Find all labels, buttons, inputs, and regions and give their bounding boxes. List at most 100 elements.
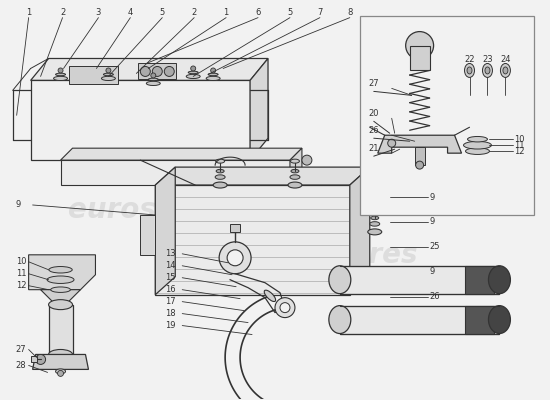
Circle shape <box>302 155 312 165</box>
Circle shape <box>152 66 162 76</box>
Text: 16: 16 <box>166 285 176 294</box>
Bar <box>69 66 118 84</box>
Ellipse shape <box>329 266 351 294</box>
Ellipse shape <box>368 229 382 235</box>
Text: 3: 3 <box>96 8 101 17</box>
Circle shape <box>106 68 111 73</box>
Text: 22: 22 <box>464 55 475 64</box>
Text: 18: 18 <box>166 309 176 318</box>
Ellipse shape <box>371 186 379 190</box>
Text: 2: 2 <box>60 8 65 17</box>
Ellipse shape <box>288 182 302 188</box>
Bar <box>139 64 176 80</box>
Bar <box>60 160 290 185</box>
Ellipse shape <box>370 192 379 196</box>
Bar <box>340 306 499 334</box>
Ellipse shape <box>291 169 299 173</box>
Text: 1: 1 <box>26 8 31 17</box>
Circle shape <box>36 354 46 364</box>
Ellipse shape <box>49 266 72 273</box>
Ellipse shape <box>206 76 220 80</box>
Ellipse shape <box>488 306 510 334</box>
Text: 9: 9 <box>430 218 435 226</box>
Polygon shape <box>60 148 302 160</box>
Text: 13: 13 <box>166 249 176 258</box>
Circle shape <box>275 298 295 318</box>
Polygon shape <box>155 167 175 295</box>
Ellipse shape <box>488 266 510 294</box>
Text: 21: 21 <box>368 144 379 153</box>
Ellipse shape <box>48 300 73 310</box>
Text: 27: 27 <box>368 79 379 88</box>
Circle shape <box>219 242 251 274</box>
Circle shape <box>164 66 174 76</box>
Polygon shape <box>350 167 370 295</box>
Ellipse shape <box>146 81 160 86</box>
Text: 15: 15 <box>166 273 176 282</box>
Ellipse shape <box>208 73 218 76</box>
Circle shape <box>406 32 433 60</box>
Text: 2: 2 <box>191 8 197 17</box>
Ellipse shape <box>51 287 70 292</box>
Circle shape <box>151 73 156 78</box>
Text: 8: 8 <box>347 8 353 17</box>
Ellipse shape <box>188 71 198 74</box>
Text: 5: 5 <box>160 8 165 17</box>
Polygon shape <box>32 354 89 370</box>
Ellipse shape <box>329 306 351 334</box>
Circle shape <box>58 68 63 73</box>
Text: 23: 23 <box>482 55 493 64</box>
Ellipse shape <box>56 369 65 374</box>
Bar <box>465 266 494 294</box>
Bar <box>31 356 37 362</box>
Text: eurospares: eurospares <box>68 196 243 224</box>
Circle shape <box>58 370 64 376</box>
Ellipse shape <box>465 148 490 154</box>
Bar <box>340 266 499 294</box>
Ellipse shape <box>371 216 379 220</box>
Polygon shape <box>155 167 370 185</box>
Text: 9: 9 <box>430 267 435 276</box>
Text: 5: 5 <box>287 8 293 17</box>
Circle shape <box>227 250 243 266</box>
Text: 19: 19 <box>166 321 176 330</box>
Ellipse shape <box>216 159 224 163</box>
Text: 12: 12 <box>15 281 26 290</box>
Text: eurospares: eurospares <box>242 241 417 269</box>
Text: 14: 14 <box>166 261 176 270</box>
Ellipse shape <box>467 67 472 74</box>
Ellipse shape <box>56 73 65 76</box>
Ellipse shape <box>213 182 227 188</box>
Text: 6: 6 <box>255 8 261 17</box>
Circle shape <box>388 139 395 147</box>
Text: 17: 17 <box>166 297 176 306</box>
Ellipse shape <box>482 64 492 78</box>
Polygon shape <box>250 58 268 160</box>
Text: 1: 1 <box>223 8 229 17</box>
Text: 11: 11 <box>514 141 525 150</box>
Ellipse shape <box>370 222 379 226</box>
Ellipse shape <box>264 290 276 302</box>
Text: 9: 9 <box>430 192 435 202</box>
Ellipse shape <box>290 159 299 163</box>
Ellipse shape <box>368 199 382 205</box>
Bar <box>415 147 425 165</box>
Ellipse shape <box>53 76 68 80</box>
Bar <box>31 80 250 160</box>
Bar <box>155 185 350 295</box>
Ellipse shape <box>186 74 200 78</box>
Circle shape <box>416 161 424 169</box>
Polygon shape <box>290 148 302 185</box>
Text: 10: 10 <box>514 135 525 144</box>
Text: 7: 7 <box>317 8 322 17</box>
Text: 26: 26 <box>430 292 440 301</box>
Bar <box>410 46 430 70</box>
Ellipse shape <box>215 175 225 179</box>
Text: 25: 25 <box>430 242 440 251</box>
Polygon shape <box>29 255 96 290</box>
Bar <box>48 305 73 354</box>
Ellipse shape <box>464 141 492 149</box>
Ellipse shape <box>485 67 490 74</box>
Ellipse shape <box>503 67 508 74</box>
Text: 9: 9 <box>15 200 21 210</box>
